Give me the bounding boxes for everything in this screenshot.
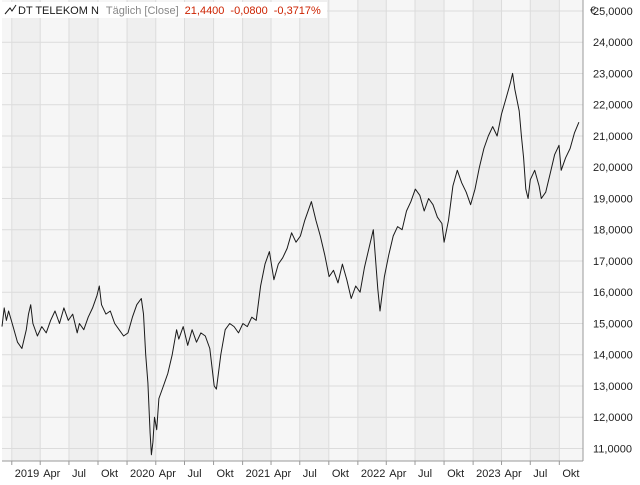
y-tick-label: 19,0000 <box>593 193 633 205</box>
x-tick-label: Apr <box>505 468 522 480</box>
x-tick-label: 2020 <box>130 468 154 480</box>
y-tick-label: 21,0000 <box>593 131 633 143</box>
y-tick-label: 17,0000 <box>593 256 633 268</box>
quarter-band <box>11 0 41 461</box>
x-tick-label: Apr <box>159 468 176 480</box>
change-absolute: -0,0800 <box>230 5 267 17</box>
quarter-band <box>473 0 502 461</box>
x-tick-label: Okt <box>447 468 464 480</box>
y-tick-label: 13,0000 <box>593 381 633 393</box>
quarter-band <box>68 0 98 461</box>
y-axis-tick-labels: 11,0000 12,0000 13,0000 14,0000 15,0000 16,00… <box>593 6 633 456</box>
y-tick-label: 20,0000 <box>593 162 633 174</box>
interval-label: Täglich [Close] <box>106 5 179 17</box>
quarter-band <box>299 0 329 461</box>
change-percent: -0,3717% <box>274 5 321 17</box>
y-tick-label: 14,0000 <box>593 350 633 362</box>
x-tick-label: 2021 <box>246 468 270 480</box>
y-tick-label: 16,0000 <box>593 287 633 299</box>
x-tick-label: 2022 <box>361 468 385 480</box>
quarter-band <box>530 0 560 461</box>
x-tick-label: Jul <box>72 468 86 480</box>
y-tick-label: 23,0000 <box>593 68 633 80</box>
x-tick-label: Okt <box>332 468 349 480</box>
y-tick-label: 24,0000 <box>593 37 633 49</box>
gridlines <box>2 0 583 461</box>
x-tick-label: Jul <box>303 468 317 480</box>
y-tick-label: 11,0000 <box>593 443 632 455</box>
currency-unit-label: € <box>590 5 596 17</box>
x-tick-label: Apr <box>43 468 60 480</box>
x-tick-label: Jul <box>188 468 202 480</box>
x-tick-label: Jul <box>418 468 432 480</box>
x-tick-label: Okt <box>217 468 234 480</box>
x-axis-tick-labels: 2019 Apr Jul Okt 2020 Apr Jul Okt 2021 Apr Jul Okt 2… <box>11 461 579 480</box>
legend: DT TELEKOM N Täglich [Close] 21,4400 -0,080… <box>4 4 321 17</box>
line-chart-icon <box>4 4 17 15</box>
y-tick-label: 18,0000 <box>593 225 633 237</box>
y-tick-label: 25,0000 <box>593 6 633 18</box>
last-value: 21,4400 <box>185 5 225 17</box>
x-tick-label: 2019 <box>15 468 39 480</box>
quarter-band <box>127 0 156 461</box>
y-tick-label: 22,0000 <box>593 100 633 112</box>
instrument-name: DT TELEKOM N <box>18 5 99 17</box>
y-tick-label: 15,0000 <box>593 318 633 330</box>
quarter-band <box>242 0 272 461</box>
x-tick-label: Apr <box>274 468 291 480</box>
month-bands <box>11 0 560 461</box>
y-tick-label: 12,0000 <box>593 412 633 424</box>
quarter-band <box>415 0 445 461</box>
x-tick-label: Jul <box>533 468 547 480</box>
quarter-band <box>357 0 387 461</box>
legend-background <box>2 2 328 18</box>
price-series-line <box>1 72 580 456</box>
x-tick-label: Okt <box>101 468 118 480</box>
legend-text: DT TELEKOM N Täglich [Close] 21,4400 -0,080… <box>18 5 321 17</box>
x-tick-label: Okt <box>562 468 579 480</box>
quarter-band <box>184 0 214 461</box>
x-tick-label: 2023 <box>476 468 500 480</box>
x-tick-label: Apr <box>389 468 406 480</box>
